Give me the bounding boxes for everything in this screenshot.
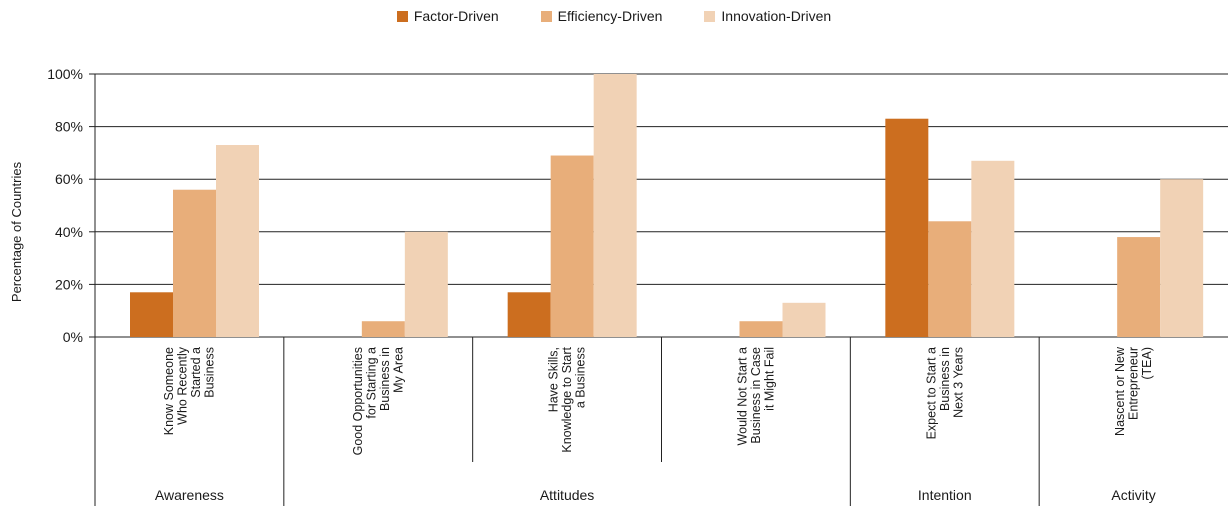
legend-label-efficiency: Efficiency-Driven: [557, 8, 663, 24]
bar-efficiency-driven-5: [1117, 237, 1161, 337]
category-label-line: Expect to Start a: [924, 347, 938, 439]
category-label-line: Next 3 Years: [951, 347, 965, 418]
bar-innovation-driven-3: [782, 302, 826, 337]
category-label-line: Entrepreneur: [1127, 347, 1141, 420]
category-label-line: a Business: [574, 347, 588, 408]
category-label-line: Know Someone: [162, 347, 176, 435]
group-label: Awareness: [155, 487, 224, 503]
legend-swatch-efficiency: [540, 10, 552, 22]
y-tick-label: 40%: [55, 224, 83, 240]
legend-item-innovation: Innovation-Driven: [704, 8, 831, 24]
bar-factor-driven-4: [885, 118, 929, 338]
category-label-line: it Might Fail: [762, 347, 776, 411]
category-label-line: Business: [203, 347, 217, 398]
bar-innovation-driven-2: [593, 74, 637, 337]
category-label-line: Business in: [938, 347, 952, 411]
y-axis-label: Percentage of Countries: [9, 161, 24, 302]
bar-factor-driven-0: [130, 292, 173, 337]
group-label: Intention: [918, 487, 972, 503]
category-label-line: Business in Case: [749, 347, 763, 444]
category-label-line: for Starting a: [365, 347, 379, 419]
bar-innovation-driven-0: [216, 145, 259, 337]
group-label: Attitudes: [540, 487, 594, 503]
category-label-line: Knowledge to Start: [560, 346, 574, 452]
bar-innovation-driven-1: [404, 231, 448, 337]
category-label-line: Started a: [189, 347, 203, 398]
bar-innovation-driven-5: [1160, 179, 1204, 337]
y-tick-label: 0%: [63, 329, 83, 345]
bar-efficiency-driven-2: [550, 155, 594, 337]
category-label-line: Who Recently: [176, 346, 190, 425]
bar-efficiency-driven-0: [173, 189, 216, 337]
category-label-line: (TEA): [1140, 347, 1154, 380]
legend-item-factor: Factor-Driven: [396, 8, 499, 24]
y-tick-label: 60%: [55, 171, 83, 187]
category-label-line: Would Not Start a: [735, 347, 749, 445]
group-label: Activity: [1111, 487, 1155, 503]
legend-label-factor: Factor-Driven: [413, 8, 499, 24]
bar-efficiency-driven-1: [361, 321, 405, 337]
legend-swatch-innovation: [704, 10, 716, 22]
y-tick-label: 20%: [55, 276, 83, 292]
category-label-line: My Area: [392, 347, 406, 393]
bar-efficiency-driven-3: [739, 321, 783, 337]
category-label-line: Good Opportunities: [351, 347, 365, 455]
bar-factor-driven-2: [507, 292, 551, 337]
bar-innovation-driven-4: [971, 160, 1015, 337]
legend-item-efficiency: Efficiency-Driven: [540, 8, 663, 24]
category-label-line: Business in: [378, 347, 392, 411]
category-label-line: Nascent or New: [1113, 346, 1127, 436]
y-tick-label: 80%: [55, 119, 83, 135]
y-tick-label: 100%: [47, 66, 83, 82]
legend: Factor-Driven Efficiency-Driven Innovati…: [0, 8, 1228, 24]
bar-efficiency-driven-4: [928, 221, 972, 337]
category-label-line: Have Skills,: [547, 347, 561, 412]
legend-label-innovation: Innovation-Driven: [721, 8, 832, 24]
legend-swatch-factor: [396, 10, 408, 22]
